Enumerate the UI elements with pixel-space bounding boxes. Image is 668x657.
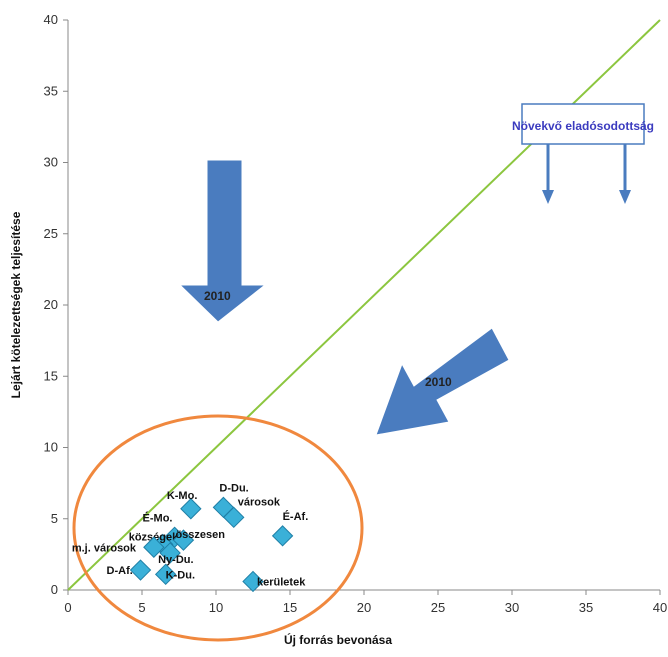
y-tick-label: 10 <box>44 440 58 455</box>
debt-growth-callout: Növekvő eladósodottság <box>512 103 654 204</box>
data-point-label: D-Af. <box>107 565 133 577</box>
data-point-label: Ny-Du. <box>158 554 193 566</box>
y-tick-label: 15 <box>44 368 58 383</box>
callout-arrow-left-head <box>542 190 554 204</box>
x-tick-label: 5 <box>138 600 145 615</box>
data-point-marker <box>154 563 177 586</box>
data-point-marker <box>180 498 202 520</box>
x-tick-label: 40 <box>653 600 667 615</box>
data-point-label: É-Mo. <box>143 511 173 524</box>
data-point-label: összesen <box>175 529 225 541</box>
data-points: K-Mo.D-Du.városokÉ-Af.É-Mo.községekössze… <box>72 482 309 593</box>
x-tick-label: 20 <box>357 600 371 615</box>
data-point-label: É-Af. <box>283 510 309 523</box>
data-point-marker <box>242 570 264 593</box>
diagonal-arrow-label: 2010 <box>425 375 452 389</box>
data-point-marker <box>129 559 152 581</box>
y-tick-label: 25 <box>44 226 58 241</box>
data-point-marker <box>172 529 195 551</box>
data-point-label: K-Du. <box>166 569 195 581</box>
data-point-label: K-Mo. <box>167 490 198 502</box>
callout-text: Növekvő eladósodottság <box>512 119 654 133</box>
vertical-arrow-2010: 2010 <box>178 159 267 323</box>
y-tick-group: 0 5 10 15 20 25 30 35 40 <box>44 12 68 597</box>
y-tick-label: 20 <box>44 297 58 312</box>
x-tick-label: 35 <box>579 600 593 615</box>
x-tick-label: 15 <box>283 600 297 615</box>
data-point-label: városok <box>238 496 281 508</box>
data-point-marker <box>143 536 165 558</box>
x-tick-group: 0 5 10 15 20 25 30 35 40 <box>64 590 667 615</box>
x-tick-label: 30 <box>505 600 519 615</box>
y-tick-label: 5 <box>51 511 58 526</box>
callout-box <box>521 103 645 145</box>
y-tick-label: 0 <box>51 582 58 597</box>
callout-arrow-right-head <box>619 190 631 204</box>
data-point-label: D-Du. <box>219 482 248 494</box>
data-point-marker <box>223 506 245 529</box>
down-arrow-shape <box>178 159 267 323</box>
x-tick-label: 25 <box>431 600 445 615</box>
data-point-label: kerületek <box>257 576 306 588</box>
x-axis-title: Új forrás bevonása <box>284 632 392 647</box>
diagonal-arrow-shape <box>375 327 510 436</box>
cluster-ellipse <box>72 414 364 642</box>
y-tick-label: 35 <box>44 83 58 98</box>
data-point-label: m.j. városok <box>72 542 137 554</box>
y-tick-label: 30 <box>44 155 58 170</box>
vertical-arrow-label: 2010 <box>204 289 231 303</box>
x-tick-label: 10 <box>209 600 223 615</box>
diagonal-arrow-2010: 2010 <box>375 327 510 436</box>
x-tick-label: 0 <box>64 600 71 615</box>
data-point-marker <box>159 542 181 564</box>
y-axis-title: Lejárt kötelezettségek teljesítése <box>9 211 23 398</box>
y-tick-label: 40 <box>44 12 58 27</box>
data-point-marker <box>271 525 294 547</box>
